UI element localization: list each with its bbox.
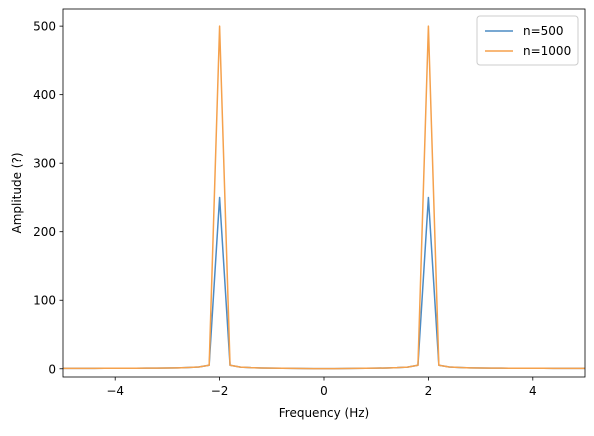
x-tick-label: 4 [529, 384, 537, 398]
x-tick-label: 0 [320, 384, 328, 398]
y-axis-ticks: 0 100 200 300 400 500 [33, 20, 63, 376]
y-tick-label: 400 [33, 88, 56, 102]
y-tick-label: 0 [48, 362, 56, 376]
x-tick-label: −4 [106, 384, 124, 398]
x-tick-label: −2 [211, 384, 229, 398]
x-axis-label: Frequency (Hz) [279, 406, 370, 420]
y-axis-label: Amplitude (?) [10, 152, 24, 233]
legend-label-n500: n=500 [523, 24, 564, 38]
series-line-n1000 [63, 25, 585, 370]
y-tick-label: 200 [33, 225, 56, 239]
legend: n=500 n=1000 [476, 15, 579, 66]
x-axis-ticks: −4 −2 0 2 4 [106, 377, 537, 398]
x-tick-label: 2 [425, 384, 433, 398]
legend-box [476, 15, 579, 66]
y-tick-label: 100 [33, 294, 56, 308]
legend-label-n1000: n=1000 [523, 44, 571, 58]
y-tick-label: 500 [33, 20, 56, 34]
series-layer [63, 25, 585, 370]
y-tick-label: 300 [33, 157, 56, 171]
